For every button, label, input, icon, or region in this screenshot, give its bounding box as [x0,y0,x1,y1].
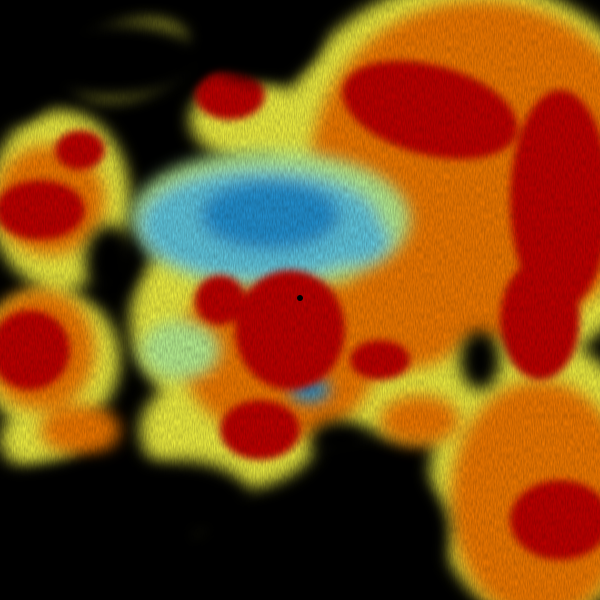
radar-site-marker [297,295,303,301]
